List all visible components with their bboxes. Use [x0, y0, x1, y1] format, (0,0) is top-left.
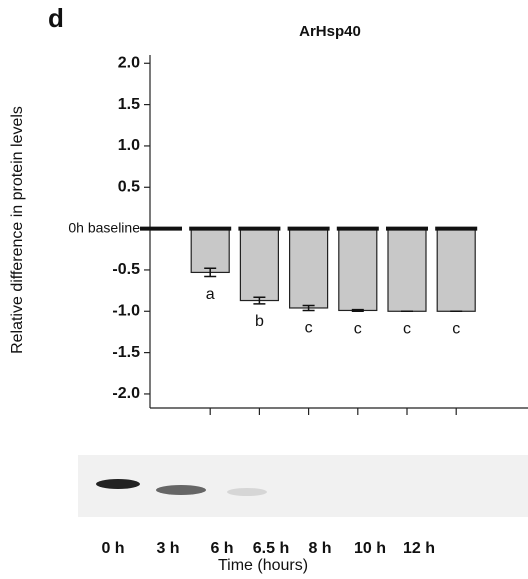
y-tick-label: -1.5 [112, 344, 140, 361]
bar [240, 229, 278, 301]
y-tick-label: 0.5 [118, 178, 140, 195]
y-tick-label: -1.0 [112, 302, 140, 319]
x-tick-label: 3 h [156, 540, 179, 557]
y-tick-label: 0h baseline [68, 219, 140, 235]
bar [339, 229, 377, 311]
y-tick-label: 2.0 [118, 54, 140, 71]
panel-label: d [48, 3, 64, 33]
significance-label: c [354, 320, 362, 337]
significance-label: c [305, 320, 313, 337]
x-axis-label: Time (hours) [218, 557, 308, 574]
significance-label: b [255, 313, 264, 330]
y-axis-label: Relative difference in protein levels [9, 106, 26, 354]
blot-band [156, 485, 206, 495]
x-tick-label: 8 h [308, 540, 331, 557]
bar [191, 229, 229, 273]
y-tick-label: -0.5 [112, 261, 140, 278]
chart-title: ArHsp40 [299, 23, 361, 40]
significance-label: a [206, 286, 215, 303]
x-tick-label: 12 h [403, 540, 435, 557]
bar [290, 229, 328, 308]
x-tick-label: 0 h [101, 540, 124, 557]
x-tick-label: 10 h [354, 540, 386, 557]
blot-band [227, 488, 267, 496]
y-tick-label: -2.0 [112, 385, 140, 402]
significance-label: c [452, 320, 460, 337]
y-tick-label: 1.5 [118, 96, 140, 113]
blot-band [96, 479, 140, 489]
blot-background [78, 455, 528, 517]
chart: d ArHsp40 Relative difference in protein… [0, 0, 528, 579]
significance-label: c [403, 320, 411, 337]
x-tick-label: 6.5 h [253, 540, 289, 557]
bar [388, 229, 426, 312]
bar [437, 229, 475, 312]
y-tick-label: 1.0 [118, 137, 140, 154]
x-tick-label: 6 h [210, 540, 233, 557]
